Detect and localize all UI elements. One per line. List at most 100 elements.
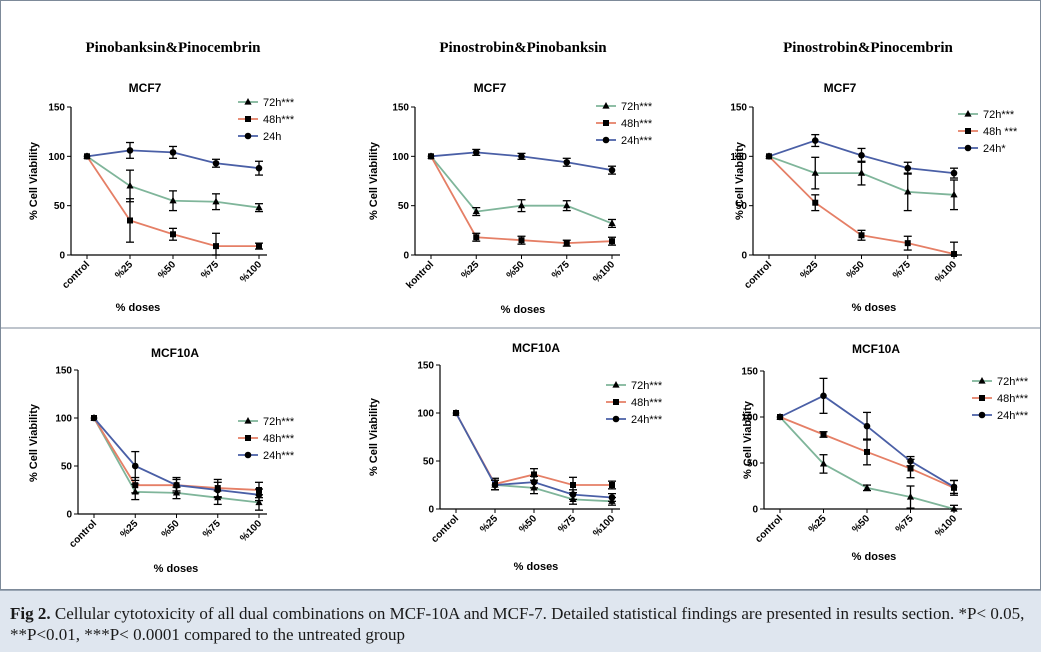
data-point-triangle [472,207,480,215]
data-point-square [951,251,957,258]
data-point-circle [811,137,819,144]
y-tick-label: 50 [61,462,73,473]
data-point-triangle [906,493,915,500]
data-point-circle [472,149,480,156]
y-tick-label: 150 [741,367,758,378]
data-point-triangle [904,187,912,195]
legend-marker-triangle [612,381,620,388]
legend-marker-square [603,120,609,126]
legend-marker-square [245,435,251,441]
chart-title: MCF7 [824,81,857,95]
y-tick-label: 0 [752,505,758,516]
data-point-square [473,234,480,241]
data-point-square [256,243,262,250]
y-tick-label: 150 [392,103,409,114]
x-axis-label: % doses [852,551,897,563]
data-point-circle [173,481,180,489]
legend-label: 24h*** [631,414,663,426]
y-tick-label: 50 [54,201,66,212]
data-point-circle [569,491,577,498]
data-point-circle [131,462,139,470]
legend-label: 24h*** [263,450,295,462]
data-point-triangle [126,181,134,189]
y-axis-label: % Cell Viability [368,397,380,476]
legend-label: 48h*** [621,118,653,130]
y-tick-label: 0 [59,251,65,262]
data-point-circle [608,166,616,174]
legend-label: 72h*** [983,109,1015,121]
legend-marker-triangle [978,377,986,384]
legend-label: 72h*** [631,380,663,392]
y-tick-label: 150 [417,361,434,372]
data-point-triangle [255,203,263,211]
legend-label: 48h*** [263,114,295,126]
data-point-square [858,232,865,239]
legend-label: 24h*** [997,410,1029,422]
data-point-circle [863,422,871,430]
legend-marker-triangle [602,102,610,109]
y-axis-label: % Cell Viability [734,141,746,220]
caption-text: Cellular cytotoxicity of all dual combin… [10,604,1025,644]
y-tick-label: 50 [747,459,759,470]
data-point-circle [904,164,912,172]
legend-label: 48h*** [631,397,663,409]
data-point-circle [858,152,865,159]
y-tick-label: 150 [48,103,65,114]
legend-marker-triangle [244,98,252,105]
chart-title: MCF10A [852,342,900,356]
data-point-circle [907,457,914,465]
x-axis-label: % doses [116,302,161,314]
data-point-circle [255,164,263,172]
data-point-circle [427,153,435,160]
y-tick-label: 150 [730,103,747,114]
data-point-circle [169,149,177,156]
legend-label: 48h *** [983,126,1018,138]
data-point-square [213,243,219,250]
data-point-square [864,448,870,455]
legend-marker-circle [602,136,610,144]
data-point-triangle [819,459,828,467]
y-tick-label: 50 [423,457,435,468]
data-point-circle [518,153,525,160]
data-point-triangle [169,196,177,204]
row-title-1: Pinobanksin&Pinocembrin [85,40,261,56]
data-point-square [907,465,914,472]
data-point-square [170,231,176,238]
legend-marker-circle [244,132,252,140]
legend-label: 72h*** [621,101,653,113]
y-tick-label: 100 [741,413,758,424]
data-point-square [904,240,911,247]
x-axis-label: % doses [501,304,546,316]
legend-marker-square [965,128,971,134]
legend-label: 24h [263,131,281,143]
data-point-triangle [517,201,526,209]
legend-marker-circle [612,415,620,423]
data-point-circle [83,153,91,160]
row-title-3: Pinostrobin&Pinocembrin [783,40,953,56]
data-point-circle [214,486,222,494]
data-point-square [531,471,537,478]
data-point-square [518,237,525,244]
data-point-square [609,482,615,488]
data-point-circle [820,392,827,400]
data-point-triangle [212,197,220,205]
data-point-triangle [255,498,263,506]
legend-marker-circle [244,451,252,459]
data-point-circle [608,494,616,501]
y-tick-label: 100 [48,152,65,163]
x-axis-label: % doses [154,563,199,575]
y-tick-label: 50 [736,201,748,212]
y-axis-label: % Cell Viability [368,141,380,220]
legend-label: 24h* [983,143,1006,155]
data-point-square [820,431,827,438]
data-point-circle [126,147,134,154]
y-axis-label: % Cell Viability [28,403,40,482]
chart-title: MCF10A [512,341,560,355]
y-tick-label: 0 [403,251,409,262]
legend-label: 48h*** [263,433,295,445]
y-tick-label: 0 [66,510,72,521]
data-point-triangle [857,169,866,176]
data-point-square [609,238,615,245]
